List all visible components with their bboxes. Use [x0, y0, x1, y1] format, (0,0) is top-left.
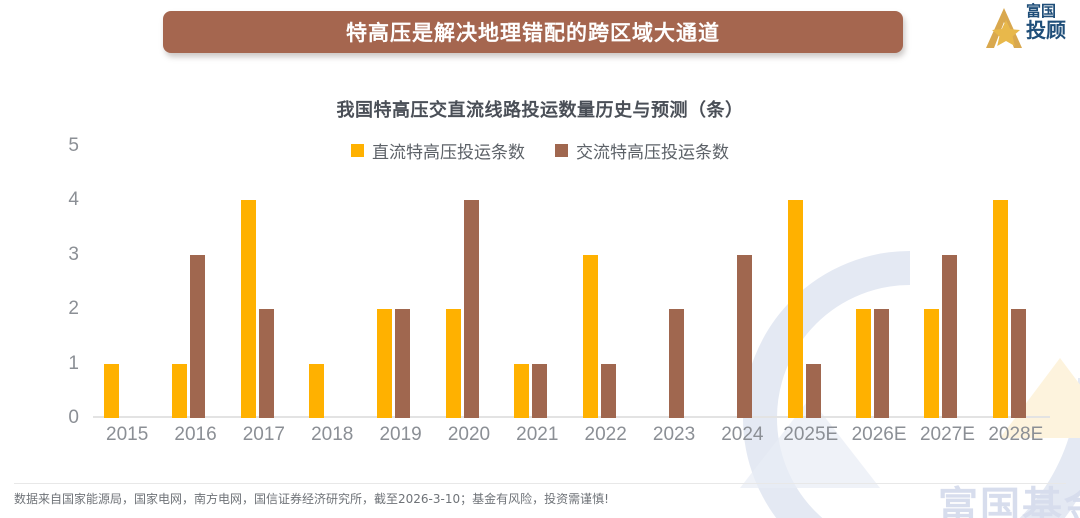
- x-axis-label-2024: 2024: [721, 424, 764, 445]
- brand-logo-line2: 投顾: [1026, 18, 1066, 42]
- legend-swatch-dc-icon: [351, 144, 364, 157]
- y-axis-tick: 3: [68, 243, 79, 265]
- bar-2023-ac[interactable]: [668, 309, 684, 418]
- bar-2020-dc[interactable]: [445, 309, 461, 418]
- y-axis-tick: 4: [68, 189, 79, 211]
- plot-area: 5 4 3 2 1 0 2015 2016 2017 2018 2019 2020 2021 2022 2…: [68, 135, 1050, 445]
- title-banner: 特高压是解决地理错配的跨区域大通道: [163, 11, 903, 53]
- x-axis-label-2017: 2017: [242, 424, 286, 445]
- bar-2015-dc[interactable]: [104, 363, 119, 418]
- x-axis-label-2025E: 2025E: [783, 424, 839, 445]
- legend-label-ac: 交流特高压投运条数: [576, 143, 729, 163]
- brand-logo-line1: 富国: [1026, 2, 1057, 20]
- bar-2024-ac[interactable]: [737, 254, 753, 418]
- legend-label-dc: 直流特高压投运条数: [372, 143, 525, 163]
- legend-item-dc[interactable]: 直流特高压投运条数: [351, 138, 525, 163]
- bar-2027E-dc[interactable]: [924, 309, 940, 418]
- bar-2022-ac[interactable]: [600, 363, 616, 418]
- bar-2027E-ac[interactable]: [942, 254, 958, 418]
- x-axis-label-2027E: 2027E: [919, 424, 975, 445]
- brand-logo: 富国 投顾: [986, 2, 1072, 54]
- bar-2021-dc[interactable]: [514, 363, 530, 418]
- bar-2026E-dc[interactable]: [855, 309, 871, 418]
- star-mountain-icon: [986, 4, 1026, 57]
- watermark-text: 富国基金: [938, 484, 1080, 518]
- x-axis-label-2015: 2015: [106, 424, 149, 445]
- bar-2020-ac[interactable]: [463, 200, 479, 418]
- y-axis-tick: 2: [68, 298, 79, 320]
- bar-2028E-dc[interactable]: [992, 200, 1008, 418]
- x-axis-label-2022: 2022: [584, 424, 627, 445]
- bar-2022-dc[interactable]: [582, 254, 598, 418]
- bar-2028E-ac[interactable]: [1010, 309, 1026, 418]
- x-axis-line: [93, 416, 1050, 418]
- bar-2017-dc[interactable]: [240, 200, 256, 418]
- legend-swatch-ac-icon: [555, 144, 568, 157]
- bar-2016-ac[interactable]: [190, 254, 206, 418]
- banner-title-text: 特高压是解决地理错配的跨区域大通道: [346, 21, 720, 45]
- x-axis-label-2023: 2023: [652, 424, 696, 445]
- x-axis-label-2019: 2019: [379, 424, 422, 445]
- bar-2019-ac[interactable]: [395, 309, 411, 418]
- x-axis-label-2020: 2020: [447, 424, 491, 445]
- bar-2026E-ac[interactable]: [873, 309, 889, 418]
- chart-title: 我国特高压交直流线路投运数量历史与预测（条）: [336, 100, 744, 121]
- bar-2018-dc[interactable]: [309, 363, 325, 418]
- bar-2017-ac[interactable]: [258, 309, 274, 418]
- brand-logo-text: 富国 投顾: [1026, 2, 1072, 42]
- bar-2025E-ac[interactable]: [805, 363, 821, 418]
- bar-2021-ac[interactable]: [532, 363, 548, 418]
- y-axis-tick: 1: [68, 352, 79, 374]
- bar-2016-dc[interactable]: [172, 363, 188, 418]
- x-axis-label-2026E: 2026E: [851, 424, 907, 445]
- chart-legend: 直流特高压投运条数 交流特高压投运条数: [0, 138, 1080, 163]
- y-axis-tick: 5: [68, 135, 79, 156]
- x-axis-label-2016: 2016: [174, 424, 217, 445]
- x-axis-label-2018: 2018: [311, 424, 354, 445]
- bar-2025E-dc[interactable]: [787, 200, 803, 418]
- x-axis-label-2021: 2021: [516, 424, 559, 445]
- y-axis-tick: 0: [68, 407, 79, 428]
- legend-item-ac[interactable]: 交流特高压投运条数: [555, 138, 729, 163]
- x-axis-label-2028E: 2028E: [988, 424, 1044, 445]
- footnote-divider: [14, 483, 1066, 484]
- bar-2019-dc[interactable]: [377, 309, 393, 418]
- footnote-text: 数据来自国家能源局，国家电网，南方电网，国信证券经济研究所，截至2026-3-1…: [14, 492, 609, 506]
